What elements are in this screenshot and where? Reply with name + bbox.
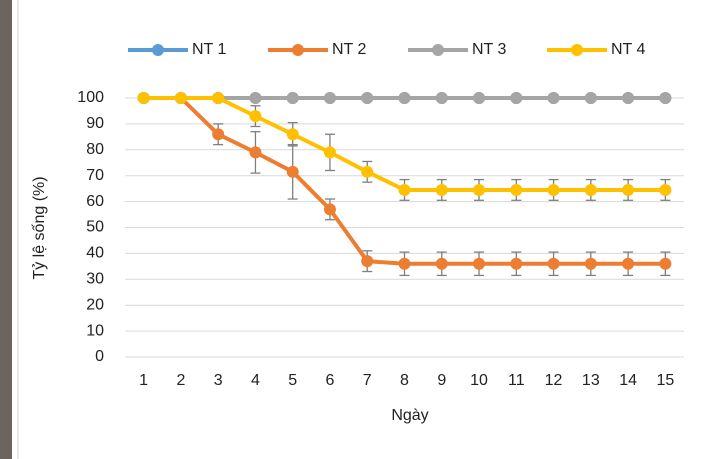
x-tick-label: 11 [508, 372, 525, 389]
point [436, 184, 448, 196]
point [324, 146, 336, 158]
point [510, 92, 522, 104]
y-tick-label: 80 [86, 141, 104, 158]
point [212, 92, 224, 104]
point [287, 166, 299, 178]
background-photo [0, 0, 12, 459]
point [622, 184, 634, 196]
x-tick-label: 1 [139, 372, 148, 389]
y-tick-label: 50 [86, 219, 104, 236]
point [585, 184, 597, 196]
y-tick-label: 90 [86, 115, 104, 132]
chart-area [12, 0, 709, 459]
legend-label: NT 2 [332, 41, 366, 58]
x-tick-label: 2 [176, 372, 185, 389]
point [249, 110, 261, 122]
point [659, 258, 671, 270]
point [585, 258, 597, 270]
point [585, 92, 597, 104]
y-tick-label: 30 [86, 271, 104, 288]
point [249, 146, 261, 158]
x-tick-label: 3 [214, 372, 223, 389]
point [287, 92, 299, 104]
point [659, 92, 671, 104]
y-tick-label: 100 [77, 89, 104, 106]
x-tick-label: 7 [363, 372, 372, 389]
point [324, 203, 336, 215]
point [361, 255, 373, 267]
point [659, 184, 671, 196]
y-tick-label: 60 [86, 193, 104, 210]
legend-marker [432, 44, 444, 56]
x-tick-label: 6 [326, 372, 335, 389]
point [548, 92, 560, 104]
point [436, 258, 448, 270]
point [473, 258, 485, 270]
legend-label: NT 1 [192, 41, 226, 58]
y-tick-label: 40 [86, 245, 104, 262]
legend-marker [571, 44, 583, 56]
x-tick-label: 5 [288, 372, 297, 389]
point [175, 92, 187, 104]
y-tick-label: 0 [95, 348, 104, 365]
point [324, 92, 336, 104]
legend-label: NT 3 [472, 41, 506, 58]
point [548, 184, 560, 196]
point [622, 92, 634, 104]
point [212, 128, 224, 140]
point [473, 92, 485, 104]
point [473, 184, 485, 196]
x-tick-label: 10 [470, 372, 488, 389]
point [622, 258, 634, 270]
x-tick-label: 12 [545, 372, 563, 389]
point [510, 184, 522, 196]
y-tick-label: 70 [86, 167, 104, 184]
point [249, 92, 261, 104]
x-tick-label: 13 [582, 372, 600, 389]
point [399, 92, 411, 104]
x-tick-label: 8 [400, 372, 409, 389]
point [399, 258, 411, 270]
point [361, 166, 373, 178]
chart: Tỷ lệ sống (%) Ngày 0 10 20 30 40 50 60 70 80 90 1… [0, 0, 709, 459]
point [138, 92, 150, 104]
x-tick-label: 14 [619, 372, 637, 389]
point [510, 258, 522, 270]
legend-marker [152, 44, 164, 56]
x-axis-label: Ngày [391, 407, 428, 424]
x-tick-label: 9 [437, 372, 446, 389]
y-axis-label: Tỷ lệ sống (%) [31, 176, 48, 279]
y-tick-label: 20 [86, 296, 104, 313]
point [361, 92, 373, 104]
point [436, 92, 448, 104]
point [548, 258, 560, 270]
x-tick-label: 4 [251, 372, 260, 389]
legend-label: NT 4 [611, 41, 645, 58]
x-tick-label: 15 [656, 372, 674, 389]
y-tick-label: 10 [86, 322, 104, 339]
point [287, 128, 299, 140]
legend-marker [292, 44, 304, 56]
point [399, 184, 411, 196]
